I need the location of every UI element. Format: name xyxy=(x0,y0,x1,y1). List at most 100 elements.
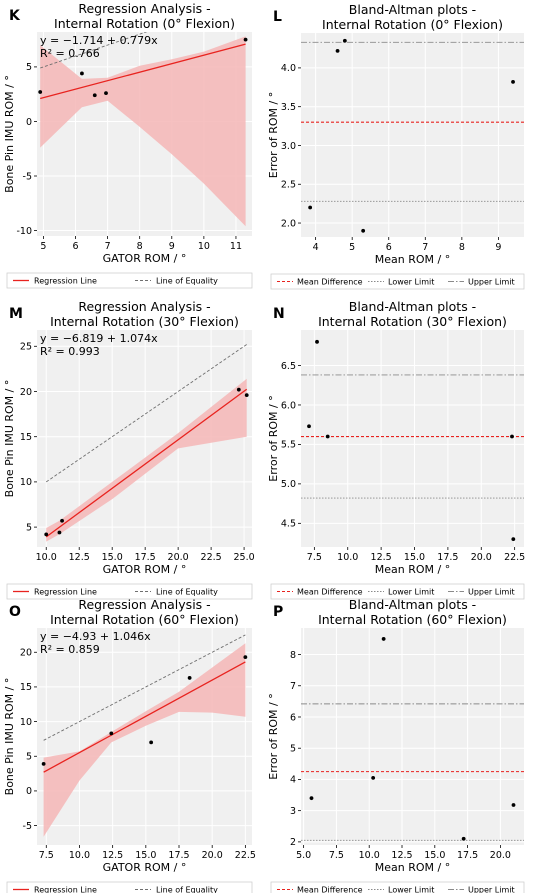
plot-area xyxy=(37,628,252,845)
legend-label-regression: Regression Line xyxy=(34,588,97,597)
chart-panel-o: O Regression Analysis -Internal Rotation … xyxy=(3,597,256,893)
chart-panel-k: K Regression Analysis -Internal Rotation … xyxy=(3,1,253,289)
r-squared: R² = 0.993 xyxy=(40,345,100,358)
legend-label-regression: Regression Line xyxy=(34,886,97,893)
y-tick-label: 2.5 xyxy=(281,180,296,191)
confidence-band xyxy=(46,378,247,542)
regression-equation: y = −4.93 + 1.046x xyxy=(40,630,151,643)
data-point xyxy=(308,205,313,210)
x-tick-label: 7.5 xyxy=(329,850,344,861)
regression-line xyxy=(43,661,246,773)
data-point xyxy=(243,655,248,660)
data-point xyxy=(38,90,43,94)
legend: Mean Difference Lower Limit Upper Limit xyxy=(270,583,525,600)
regression-line xyxy=(45,388,248,538)
chart-panel-p: P Bland-Altman plots -Internal Rotation (… xyxy=(267,597,525,893)
data-point xyxy=(511,803,516,807)
legend-box xyxy=(270,881,525,893)
x-tick-label: 10.0 xyxy=(359,850,380,861)
y-tick-label: 2 xyxy=(290,837,296,848)
x-axis-label: GATOR ROM / ° xyxy=(103,252,187,265)
plot-area xyxy=(301,628,524,845)
x-tick-label: 12.5 xyxy=(69,552,90,563)
x-tick-label: 20.0 xyxy=(490,850,511,861)
y-tick-label: 4 xyxy=(290,775,296,786)
x-axis-label: Mean ROM / ° xyxy=(375,563,450,576)
x-tick-label: 15.0 xyxy=(135,850,156,861)
x-tick-label: 12.5 xyxy=(102,850,123,861)
data-point xyxy=(187,676,192,680)
x-tick-label: 10.0 xyxy=(337,552,358,563)
data-point xyxy=(104,91,108,95)
y-tick-label: 5 xyxy=(290,744,296,755)
x-tick-label: 25.0 xyxy=(234,552,255,563)
data-point xyxy=(461,836,466,841)
y-axis-label: Bone Pin IMU ROM / ° xyxy=(3,380,16,498)
panel-letter: M xyxy=(9,306,23,322)
line-of-equality xyxy=(43,634,246,741)
chart-title-line-2: Internal Rotation (0° Flexion) xyxy=(322,17,503,32)
legend-label-lower-limit: Lower Limit xyxy=(388,588,434,597)
x-tick-label: 12.5 xyxy=(391,850,412,861)
y-tick-label: 5.0 xyxy=(281,479,296,490)
regression-equation: y = −1.714 + 0.779x xyxy=(40,34,158,47)
panel-letter: O xyxy=(9,604,21,620)
y-tick-label: 3.5 xyxy=(281,102,296,113)
x-tick-label: 9 xyxy=(495,242,501,253)
y-tick-label: -5 xyxy=(23,821,32,832)
legend-box xyxy=(6,583,253,600)
x-tick-label: 22.5 xyxy=(504,552,525,563)
y-tick-label: 5 xyxy=(26,62,32,73)
confidence-band xyxy=(43,643,246,837)
x-tick-label: 17.5 xyxy=(135,552,156,563)
data-point xyxy=(92,93,97,98)
legend-label-lower-limit: Lower Limit xyxy=(388,278,434,287)
chart-title-line-1: Bland-Altman plots - xyxy=(349,2,476,17)
chart-title-line-1: Bland-Altman plots - xyxy=(349,299,476,314)
data-point xyxy=(510,434,514,439)
x-tick-label: 4 xyxy=(313,242,319,253)
legend-box xyxy=(6,272,253,289)
data-point xyxy=(335,48,340,53)
chart-panel-m: M Regression Analysis -Internal Rotation … xyxy=(3,299,255,600)
data-point xyxy=(236,387,241,392)
y-tick-label: 4.5 xyxy=(281,519,296,530)
legend-label-mean-difference: Mean Difference xyxy=(297,588,363,597)
chart-panel-l: L Bland-Altman plots -Internal Rotation (… xyxy=(267,2,525,290)
x-tick-label: 15.0 xyxy=(102,552,123,563)
data-point xyxy=(41,761,46,766)
chart-title-line-1: Regression Analysis - xyxy=(78,597,210,612)
x-tick-label: 15.0 xyxy=(404,552,425,563)
legend: Regression Line Line of Equality xyxy=(6,583,253,600)
y-tick-label: 15 xyxy=(20,682,32,693)
y-tick-label: 10 xyxy=(20,717,32,728)
x-tick-label: 11 xyxy=(230,241,242,252)
x-tick-label: 5 xyxy=(40,241,46,252)
chart-title-line-1: Bland-Altman plots - xyxy=(349,597,476,612)
legend: Regression Line Line of Equality xyxy=(6,881,253,893)
r-squared: R² = 0.766 xyxy=(40,47,100,60)
x-tick-label: 17.5 xyxy=(457,850,478,861)
x-axis-label: GATOR ROM / ° xyxy=(103,563,187,576)
gridlines xyxy=(37,330,252,547)
regression-equation: y = −6.819 + 1.074x xyxy=(40,332,158,345)
y-tick-label: 20 xyxy=(20,387,32,398)
y-tick-label: 5 xyxy=(26,522,32,533)
data-point xyxy=(342,38,347,43)
data-point xyxy=(309,796,314,801)
data-point xyxy=(44,532,49,537)
plot-area xyxy=(301,330,524,547)
regression-line xyxy=(40,43,246,100)
x-tick-label: 9 xyxy=(169,241,175,252)
x-tick-label: 7.5 xyxy=(307,552,322,563)
x-axis-label: Mean ROM / ° xyxy=(375,253,450,266)
y-axis-label: Bone Pin IMU ROM / ° xyxy=(3,678,16,796)
legend-label-upper-limit: Upper Limit xyxy=(468,278,515,287)
legend: Mean Difference Lower Limit Upper Limit xyxy=(270,273,525,290)
data-point xyxy=(307,424,311,429)
chart-title-line-2: Internal Rotation (60° Flexion) xyxy=(50,612,239,627)
legend: Regression Line Line of Equality xyxy=(6,272,253,289)
y-tick-label: 10 xyxy=(20,477,32,488)
chart-title-line-1: Regression Analysis - xyxy=(78,299,210,314)
r-squared: R² = 0.859 xyxy=(40,643,100,656)
